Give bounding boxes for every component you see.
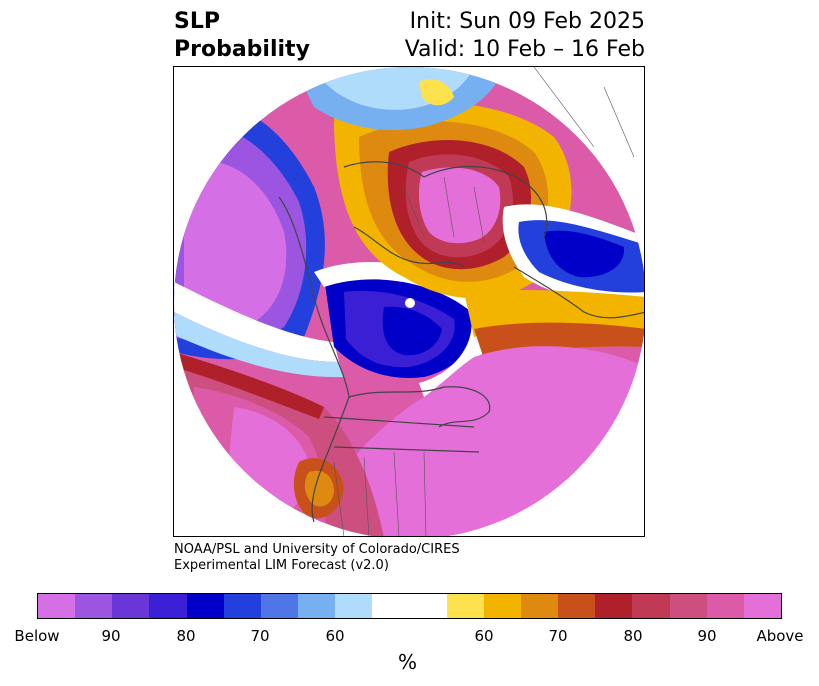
credit-text: NOAA/PSL and University of Colorado/CIRE… bbox=[174, 542, 460, 574]
colorbar-segment bbox=[335, 594, 373, 618]
colorbar-tick: 70 bbox=[250, 627, 270, 645]
map-title: SLP Probability bbox=[174, 8, 310, 64]
colorbar-segment bbox=[223, 594, 261, 618]
colorbar-unit: % bbox=[398, 650, 418, 674]
colorbar-segment bbox=[372, 594, 447, 618]
coastlines bbox=[278, 161, 644, 523]
colorbar-segment bbox=[260, 594, 299, 618]
colorbar-segment bbox=[595, 594, 633, 618]
colorbar-segment bbox=[112, 594, 150, 618]
colorbar-segment bbox=[186, 594, 224, 618]
colorbar-tick: 60 bbox=[474, 627, 494, 645]
colorbar-segment bbox=[669, 594, 707, 618]
colorbar-segment bbox=[632, 594, 670, 618]
colorbar-tick: 90 bbox=[697, 627, 717, 645]
colorbar-segment bbox=[706, 594, 744, 618]
colorbar-segment bbox=[75, 594, 113, 618]
colorbar-tick: Above bbox=[756, 627, 804, 645]
colorbar-segment bbox=[446, 594, 484, 618]
forecast-dates: Init: Sun 09 Feb 2025 Valid: 10 Feb – 16… bbox=[340, 8, 645, 64]
pole-marker bbox=[405, 298, 415, 308]
colorbar-tick: Below bbox=[14, 627, 60, 645]
colorbar bbox=[37, 593, 782, 619]
credit-line-1: NOAA/PSL and University of Colorado/CIRE… bbox=[174, 542, 460, 557]
init-date: Init: Sun 09 Feb 2025 bbox=[409, 9, 645, 34]
colorbar-tick: 70 bbox=[548, 627, 568, 645]
title-line-1: SLP bbox=[174, 9, 220, 34]
political-borders bbox=[333, 67, 635, 536]
colorbar-segment bbox=[149, 594, 187, 618]
colorbar-tick: 80 bbox=[623, 627, 643, 645]
colorbar-segment bbox=[38, 594, 76, 618]
credit-line-2: Experimental LIM Forecast (v2.0) bbox=[174, 558, 389, 573]
valid-dates: Valid: 10 Feb – 16 Feb bbox=[404, 37, 645, 62]
colorbar-segment bbox=[521, 594, 559, 618]
title-line-2: Probability bbox=[174, 37, 310, 62]
map-panel bbox=[173, 66, 645, 537]
colorbar-segment bbox=[298, 594, 336, 618]
colorbar-segment bbox=[558, 594, 596, 618]
probability-map bbox=[174, 67, 644, 536]
colorbar-segment bbox=[743, 594, 782, 618]
colorbar-segment bbox=[483, 594, 522, 618]
colorbar-tick: 60 bbox=[325, 627, 345, 645]
colorbar-tick: 80 bbox=[176, 627, 196, 645]
colorbar-tick: 90 bbox=[101, 627, 121, 645]
